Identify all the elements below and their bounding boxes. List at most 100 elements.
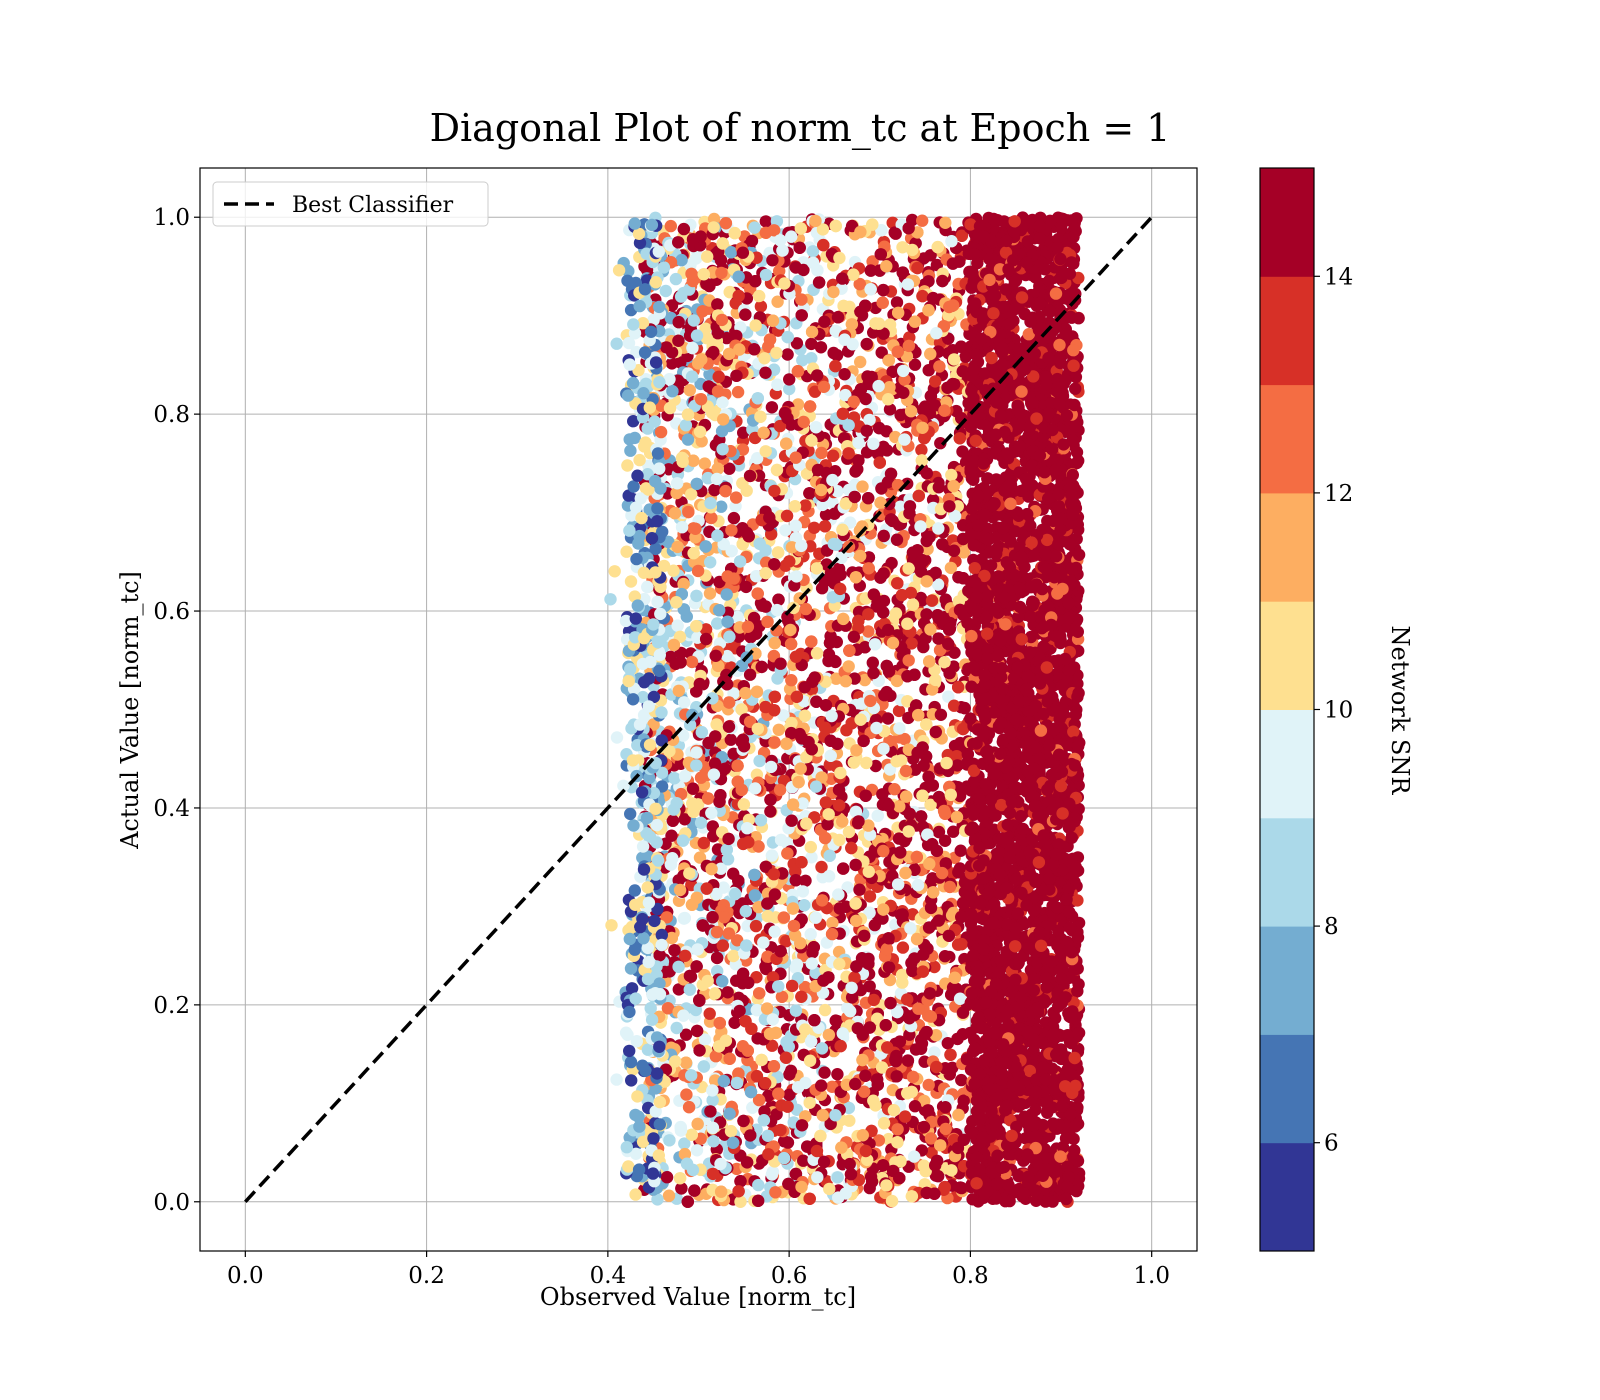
scatter-point <box>889 227 902 240</box>
scatter-point <box>829 655 842 669</box>
scatter-point <box>683 983 696 996</box>
scatter-point <box>771 378 784 391</box>
scatter-point <box>724 1125 738 1138</box>
scatter-point <box>831 1068 844 1081</box>
scatter-point <box>690 477 703 491</box>
scatter-point <box>789 1004 803 1017</box>
scatter-point <box>666 852 679 865</box>
scatter-point <box>890 533 904 546</box>
scatter-point <box>842 825 856 839</box>
scatter-point <box>805 337 818 351</box>
scatter-point <box>869 1099 882 1112</box>
scatter-point <box>932 481 945 494</box>
scatter-point <box>901 993 914 1006</box>
scatter-point <box>740 822 754 835</box>
scatter-point <box>886 636 900 650</box>
scatter-point <box>755 1053 768 1067</box>
scatter-point <box>705 511 718 525</box>
scatter-point <box>788 500 802 513</box>
scatter-point <box>896 908 909 921</box>
scatter-point <box>928 960 941 974</box>
scatter-point <box>927 886 940 899</box>
scatter-point <box>748 889 762 902</box>
scatter-point <box>773 783 787 797</box>
scatter-point <box>952 681 965 694</box>
scatter-point <box>749 782 762 795</box>
scatter-point <box>719 484 732 498</box>
scatter-point <box>891 345 904 358</box>
scatter-point <box>849 1077 862 1091</box>
scatter-point <box>714 1157 727 1171</box>
scatter-point <box>810 562 823 575</box>
scatter-point <box>880 942 894 956</box>
scatter-point <box>832 783 846 797</box>
scatter-point <box>732 874 745 887</box>
scatter-point <box>837 862 850 875</box>
scatter-point <box>939 216 952 229</box>
scatter-point <box>732 289 745 303</box>
scatter-point <box>906 243 919 257</box>
scatter-point <box>754 410 767 423</box>
scatter-point <box>827 285 840 299</box>
scatter-point <box>891 878 905 891</box>
scatter-point <box>908 1150 921 1163</box>
scatter-point <box>719 217 733 230</box>
scatter-point <box>938 1180 951 1194</box>
scatter-point <box>781 330 794 344</box>
scatter-point <box>795 990 808 1003</box>
scatter-point <box>837 612 850 626</box>
scatter-point <box>852 815 865 828</box>
scatter-point <box>923 987 937 1000</box>
scatter-point <box>785 814 798 827</box>
scatter-point <box>929 725 942 739</box>
scatter-point <box>694 771 708 784</box>
scatter-point <box>770 463 784 477</box>
scatter-point <box>947 353 961 366</box>
scatter-point <box>706 1167 720 1181</box>
scatter-point <box>947 544 961 557</box>
scatter-point <box>743 469 757 483</box>
scatter-point <box>955 937 968 951</box>
scatter-point <box>715 313 729 327</box>
scatter-point <box>666 814 680 827</box>
scatter-point <box>843 644 856 657</box>
scatter-point <box>805 957 818 970</box>
scatter-point <box>752 1178 765 1192</box>
scatter-point <box>843 1114 856 1127</box>
scatter-point <box>836 407 850 420</box>
scatter-point <box>785 230 798 243</box>
scatter-point <box>898 732 911 746</box>
scatter-point <box>751 587 764 600</box>
scatter-point <box>711 298 724 311</box>
scatter-point <box>901 1087 914 1100</box>
scatter-point <box>707 1135 720 1148</box>
scatter-point <box>857 734 870 748</box>
scatter-point <box>786 798 800 811</box>
scatter-point <box>778 277 791 290</box>
scatter-point <box>864 283 877 296</box>
scatter-point <box>734 1195 747 1209</box>
scatter-point <box>877 283 890 297</box>
scatter-point <box>670 1021 683 1035</box>
scatter-point <box>808 521 821 534</box>
scatter-point <box>847 756 861 769</box>
scatter-point <box>679 419 693 432</box>
scatter-point <box>958 701 971 715</box>
scatter-point <box>751 722 764 735</box>
scatter-point <box>686 233 700 246</box>
scatter-point <box>713 1016 726 1030</box>
scatter-point <box>687 805 700 818</box>
scatter-point <box>938 404 951 417</box>
scatter-point <box>727 949 740 963</box>
scatter-point <box>876 296 889 309</box>
scatter-point <box>690 329 704 342</box>
scatter-point <box>753 537 766 550</box>
scatter-point <box>815 446 828 460</box>
scatter-point <box>761 897 774 910</box>
scatter-point <box>945 235 958 248</box>
scatter-point <box>754 300 768 313</box>
scatter-point <box>761 909 774 923</box>
scatter-point <box>745 234 759 248</box>
scatter-point <box>716 443 729 456</box>
